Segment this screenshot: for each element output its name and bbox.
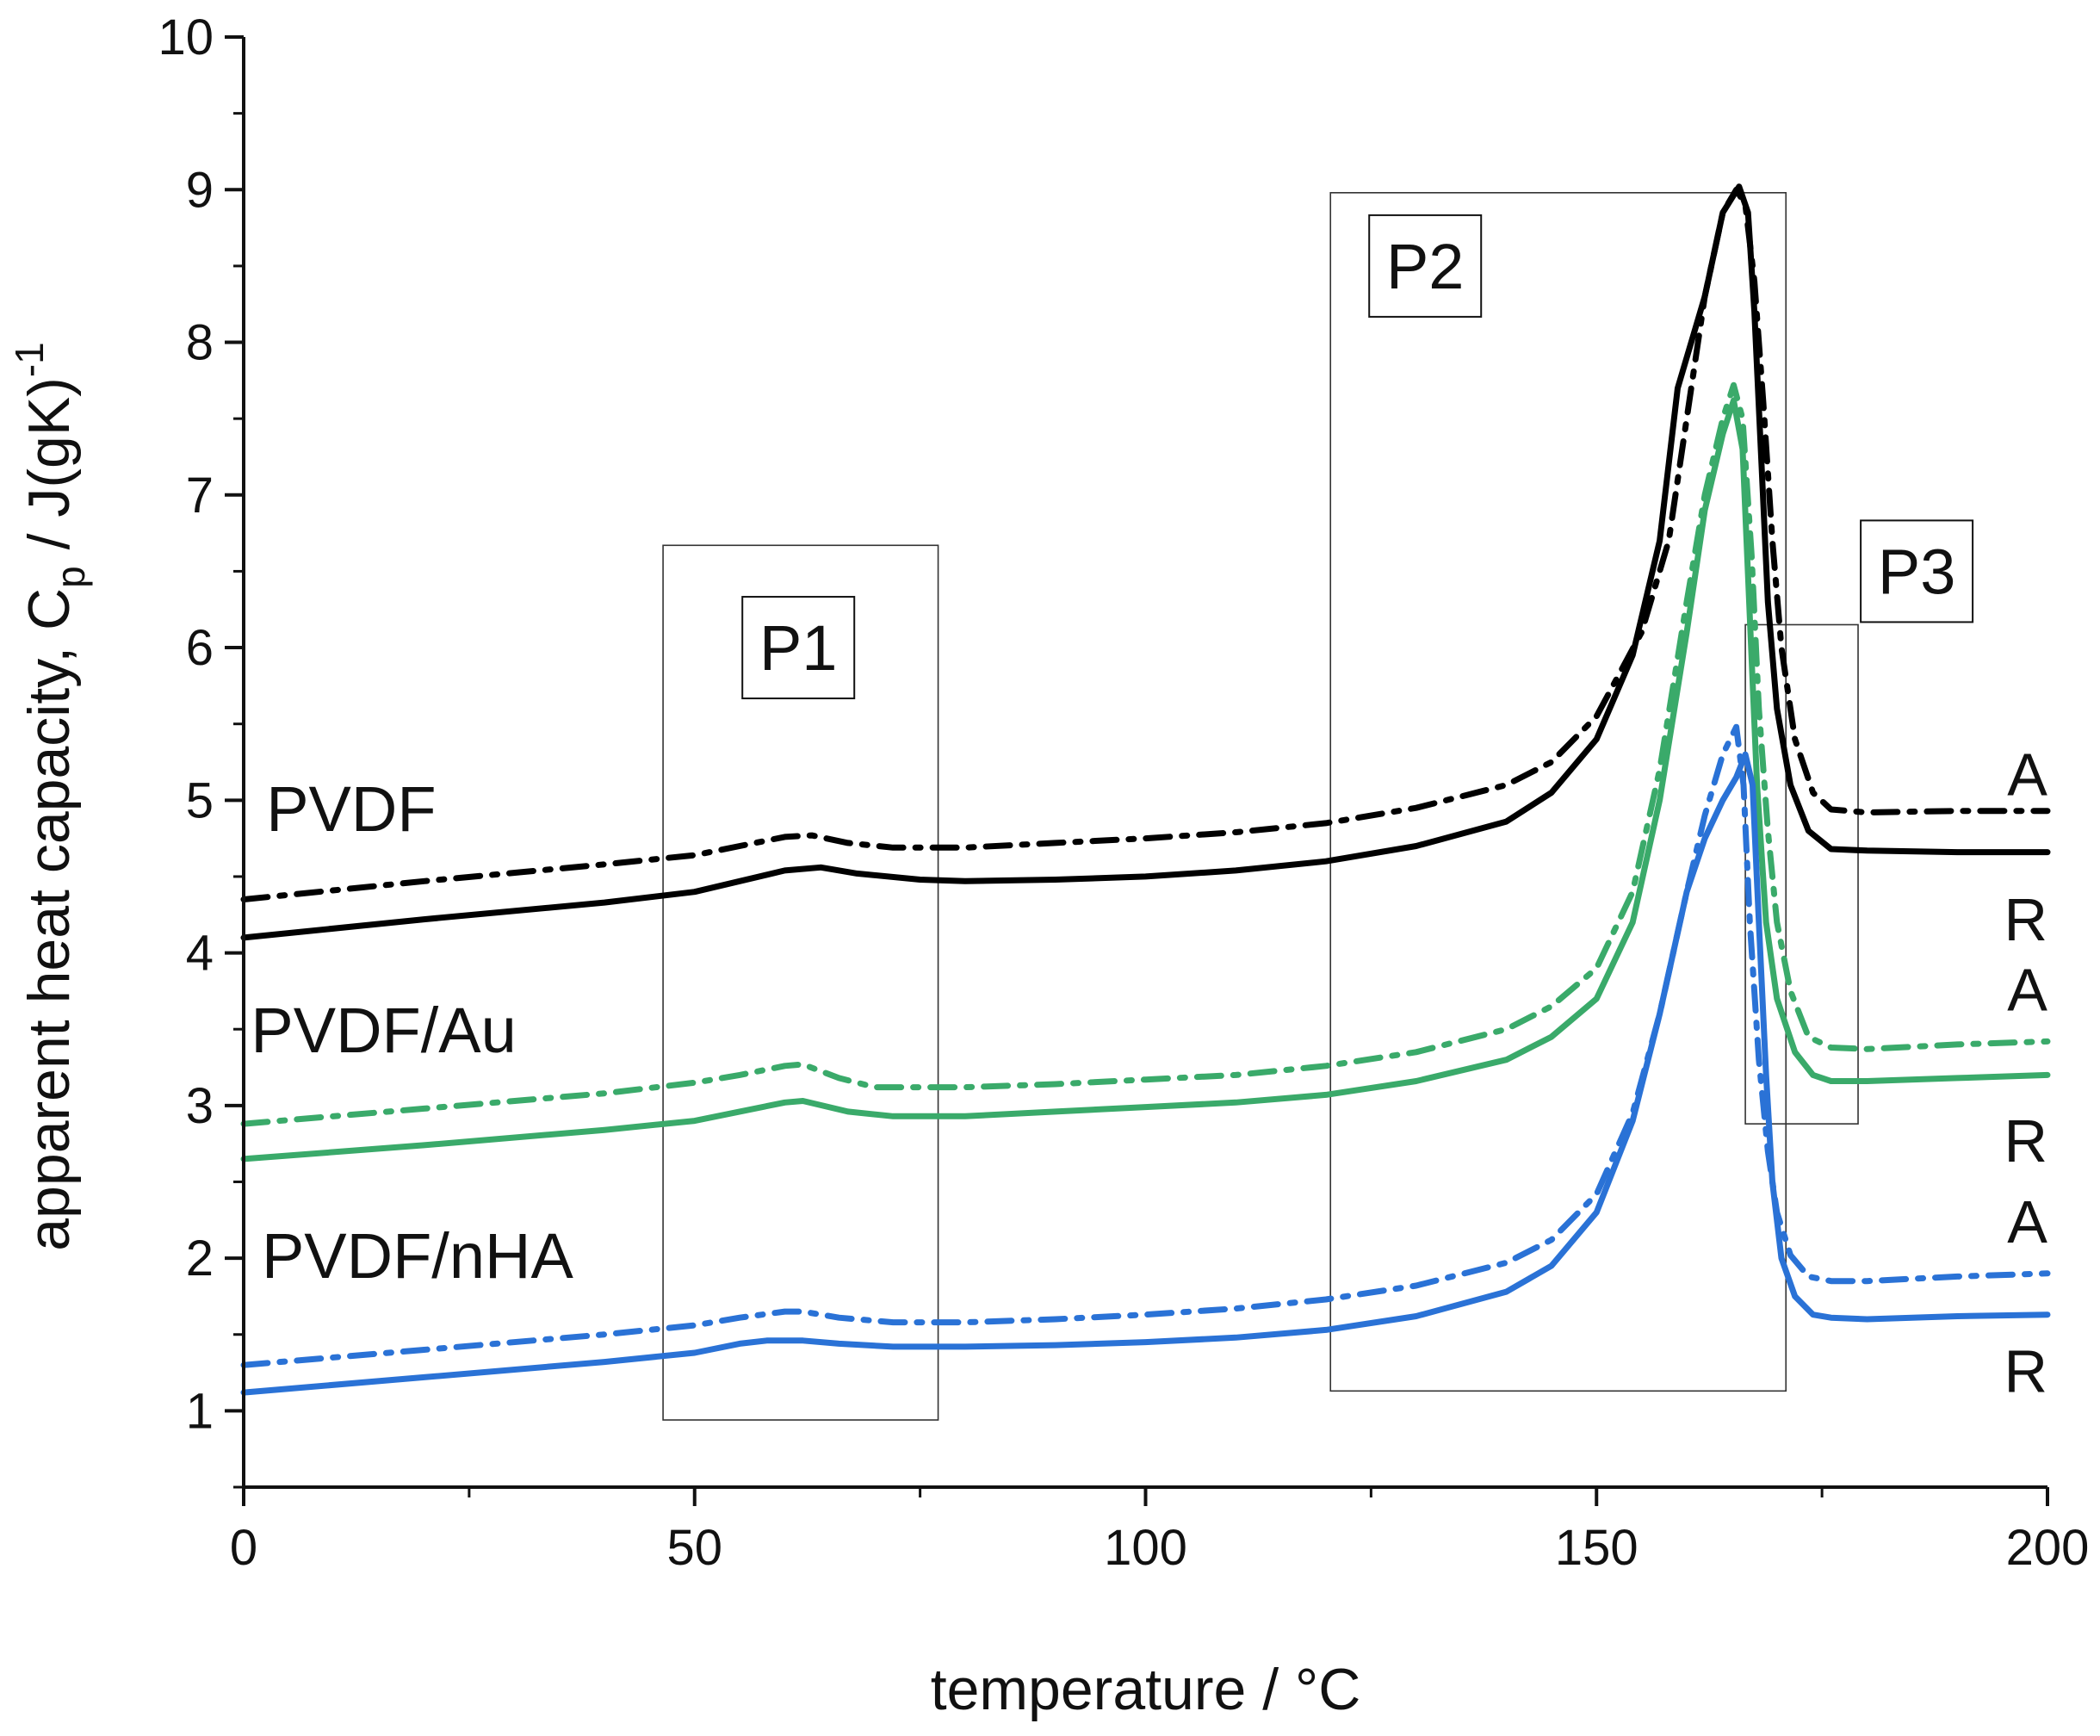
series-pvdf-a xyxy=(240,186,2051,902)
end-label-a: A xyxy=(2007,1188,2047,1256)
region-label-box-p1 xyxy=(741,596,856,700)
series-pvdf-nha-a xyxy=(240,723,2051,1368)
end-label-r: R xyxy=(2004,1107,2047,1175)
x-tick-label: 200 xyxy=(2006,1520,2090,1576)
series-label-pvdf: PVDF xyxy=(266,773,436,845)
series-pvdf-r xyxy=(240,183,2051,941)
y-tick-label: 5 xyxy=(186,772,214,828)
y-tick-label: 2 xyxy=(186,1231,214,1286)
region-boxes xyxy=(662,192,1859,1421)
series-pvdf-au-r xyxy=(240,397,2051,1162)
x-tick-label: 50 xyxy=(666,1520,722,1576)
x-tick-label: 0 xyxy=(230,1520,257,1576)
series-pvdf-au-a xyxy=(240,381,2051,1127)
end-label-a: A xyxy=(2007,741,2047,808)
y-tick-label: 7 xyxy=(186,468,214,524)
y-axis-title-main: apparent heat capacity, C xyxy=(16,588,82,1251)
y-axis-title-superscript: -1 xyxy=(7,342,52,377)
y-tick-label: 8 xyxy=(186,315,214,371)
region-label-box-p3 xyxy=(1860,519,1974,623)
end-label-a: A xyxy=(2007,956,2047,1023)
y-tick-label: 3 xyxy=(186,1078,214,1134)
y-tick-label: 6 xyxy=(186,620,214,676)
y-tick-label: 10 xyxy=(158,9,214,65)
axis-ticks: 0 50 100 150 200 1 2 3 4 5 6 7 8 9 10 xyxy=(158,9,2089,1576)
region-box-p3 xyxy=(1744,623,1859,1125)
region-box-p2 xyxy=(1329,192,1787,1392)
series-pvdf-nha-r xyxy=(240,751,2051,1396)
y-tick-label: 9 xyxy=(186,162,214,218)
x-tick-label: 150 xyxy=(1555,1520,1638,1576)
region-box-p1 xyxy=(662,544,939,1421)
x-axis-title: temperature / °C xyxy=(931,1657,1361,1722)
end-label-r: R xyxy=(2004,1338,2047,1405)
region-label-p1: P1 xyxy=(759,612,838,684)
region-label-box-p2 xyxy=(1368,214,1483,318)
y-tick-label: 1 xyxy=(186,1383,214,1439)
y-axis-title-tail: / J(gK) xyxy=(16,377,82,566)
series-label-pvdf-au: PVDF/Au xyxy=(251,995,516,1066)
series-lines xyxy=(240,183,2051,1396)
end-label-r: R xyxy=(2004,886,2047,953)
y-axis-title-subscript: p xyxy=(48,566,93,588)
x-tick-label: 100 xyxy=(1104,1520,1187,1576)
y-axis-title: apparent heat capacity, Cp / J(gK)-1 xyxy=(7,342,93,1251)
y-tick-label: 4 xyxy=(186,926,214,982)
region-label-p2: P2 xyxy=(1386,231,1465,302)
series-label-pvdf-nha: PVDF/nHA xyxy=(262,1220,574,1292)
region-label-p3: P3 xyxy=(1878,536,1956,607)
